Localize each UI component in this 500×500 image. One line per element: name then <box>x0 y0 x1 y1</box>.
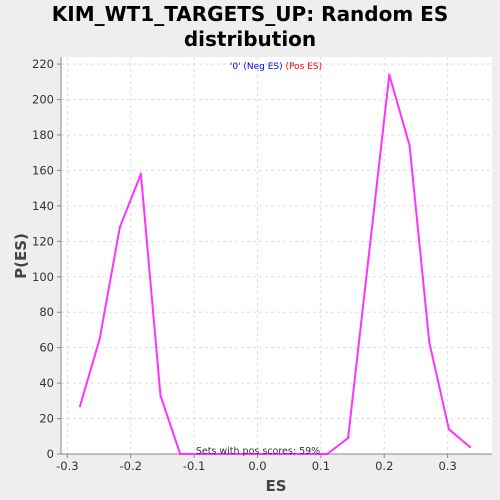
data-point <box>238 452 241 456</box>
x-tick-label: 0.1 <box>312 459 330 473</box>
y-tick-label: 20 <box>39 412 54 426</box>
data-point <box>388 73 391 76</box>
y-tick-label: 60 <box>39 341 54 355</box>
data-point <box>139 172 143 176</box>
x-ticks: -0.3 -0.2 -0.1 0.0 0.1 0.2 0.3 <box>56 454 457 473</box>
data-point <box>258 452 261 456</box>
y-tick-label: 200 <box>32 93 54 107</box>
data-point <box>468 445 472 449</box>
y-tick-label: 120 <box>32 234 54 248</box>
x-tick-label: -0.1 <box>183 459 205 473</box>
x-tick-label: 0.0 <box>248 459 266 473</box>
data-point <box>198 452 202 456</box>
chart-title-line1: KIM_WT1_TARGETS_UP: Random ES <box>51 2 449 26</box>
plot-area <box>61 57 492 454</box>
y-tick-label: 0 <box>47 447 54 461</box>
data-point <box>346 436 350 440</box>
data-point <box>447 427 451 431</box>
x-tick-label: 0.2 <box>375 459 393 473</box>
chart-title-line2: distribution <box>183 27 317 51</box>
legend: '0' (Neg ES) (Pos ES) <box>230 62 322 72</box>
y-tick-label: 100 <box>32 270 54 284</box>
series <box>78 73 472 456</box>
data-point <box>367 257 370 261</box>
x-tick-label: -0.2 <box>119 459 141 473</box>
data-point <box>118 225 122 229</box>
data-point <box>78 404 82 408</box>
data-point <box>298 452 301 456</box>
x-tick-label: 0.3 <box>438 459 456 473</box>
y-axis-label: P(ES) <box>12 233 30 279</box>
data-point <box>428 341 431 344</box>
y-tick-label: 220 <box>32 57 54 71</box>
y-tick-label: 180 <box>32 128 54 142</box>
data-point <box>317 452 321 456</box>
legend-neg-es: '0' (Neg ES) <box>230 62 283 72</box>
y-tick-label: 140 <box>32 199 54 213</box>
y-ticks: 0 20 40 60 80 100 120 140 160 180 200 220 <box>32 57 61 461</box>
data-point <box>277 452 281 456</box>
data-point <box>98 337 101 340</box>
legend-pos-es: (Pos ES) <box>286 62 323 72</box>
data-point <box>218 452 222 456</box>
x-tick-label: -0.3 <box>56 459 78 473</box>
data-point <box>178 452 182 456</box>
chart-title: KIM_WT1_TARGETS_UP: Random ES distributi… <box>0 2 500 52</box>
data-point <box>326 452 329 456</box>
y-tick-label: 40 <box>39 376 54 390</box>
pos-scores-annotation: Sets with pos scores: 59% <box>196 446 320 457</box>
y-tick-label: 160 <box>32 163 54 177</box>
x-axis-label: ES <box>265 477 286 495</box>
data-point <box>408 144 411 147</box>
data-point <box>159 394 162 397</box>
y-tick-label: 80 <box>39 305 54 319</box>
